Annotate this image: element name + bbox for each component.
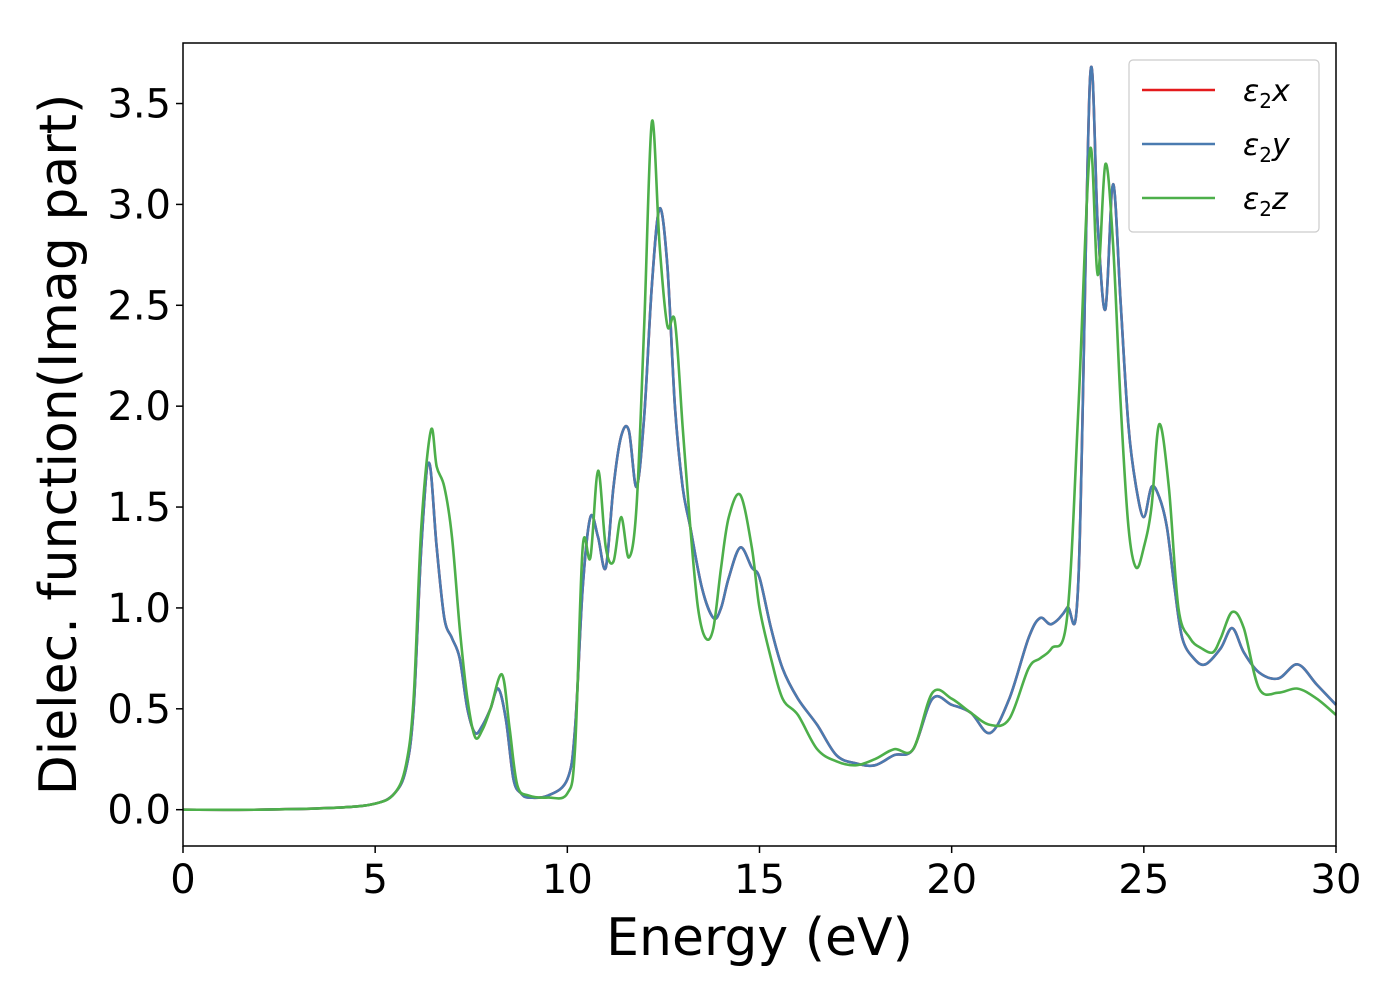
y-tick-label: 3.0 xyxy=(107,182,171,228)
series-line-y xyxy=(182,65,1337,812)
legend-label-y: ε2y xyxy=(1243,128,1291,167)
legend-box xyxy=(1128,59,1320,233)
legend-label-x: ε2x xyxy=(1243,74,1290,113)
x-axis-title: Energy (eV) xyxy=(606,908,913,968)
y-tick-label: 0.0 xyxy=(107,788,171,834)
ticks-layer: 0 5 10 15 20 25 30 0.0 0.5 1.0 1.5 2.0 2.5 3.0 3.5 xyxy=(107,82,1361,903)
x-tick-label: 30 xyxy=(1311,857,1362,903)
y-tick-label: 2.5 xyxy=(107,283,171,329)
y-axis-title: Dielec. function(Imag part) xyxy=(29,94,89,796)
x-tick-label: 20 xyxy=(926,857,977,903)
series-layer xyxy=(182,65,1337,812)
y-tick-label: 1.0 xyxy=(107,586,171,632)
legend-label-z: ε2z xyxy=(1243,182,1289,221)
y-tick-label: 0.5 xyxy=(107,687,171,733)
x-tick-label: 15 xyxy=(734,857,785,903)
series-line-z xyxy=(182,119,1337,812)
y-tick-label: 1.5 xyxy=(107,485,171,531)
legend: ε2x ε2y ε2z xyxy=(1128,59,1320,233)
x-tick-label: 5 xyxy=(362,857,387,903)
y-tick-label: 3.5 xyxy=(107,82,171,128)
x-tick-label: 25 xyxy=(1118,857,1169,903)
y-tick-label: 2.0 xyxy=(107,384,171,430)
x-tick-label: 10 xyxy=(542,857,593,903)
x-tick-label: 0 xyxy=(170,857,195,903)
